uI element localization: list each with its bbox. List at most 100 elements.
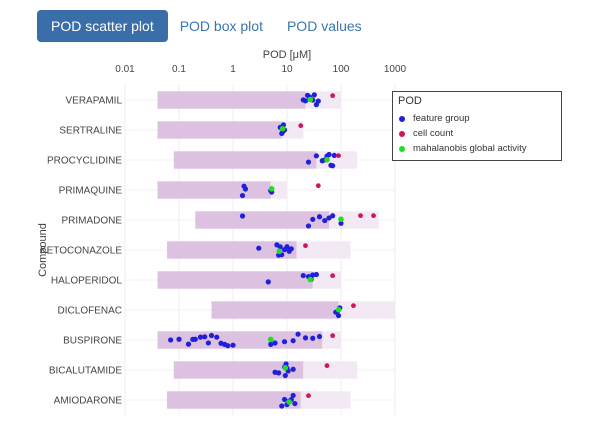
- tab-pod-box-plot[interactable]: POD box plot: [179, 18, 263, 34]
- range-band: [157, 271, 313, 289]
- mahalanobis-point: [335, 306, 342, 313]
- feature-group-point: [242, 186, 249, 192]
- range-band: [211, 301, 339, 319]
- feature-group-point: [192, 336, 198, 342]
- feature-group-point: [205, 340, 211, 346]
- feature-group-point: [214, 334, 220, 340]
- feature-group-point: [290, 392, 296, 399]
- mahalanobis-point: [338, 216, 344, 223]
- feature-group-point: [313, 271, 319, 278]
- feature-group-point: [272, 340, 278, 346]
- cell-count-point: [315, 183, 321, 189]
- compound-label: PRIMADONE: [61, 216, 122, 227]
- feature-group-point: [305, 223, 312, 229]
- cell-count-point: [371, 213, 376, 219]
- feature-group-point: [300, 272, 306, 279]
- range-band-light: [322, 331, 341, 349]
- feature-group-point: [168, 337, 174, 343]
- mahalanobis-point: [324, 156, 330, 163]
- feature-group-point: [279, 403, 285, 409]
- feature-group-point: [330, 163, 336, 169]
- legend-item-feature-group[interactable]: feature group: [399, 113, 470, 124]
- mahalanobis-point: [307, 96, 314, 103]
- legend-item-mahalanobis-global-activity[interactable]: mahalanobis global activity: [399, 143, 527, 154]
- mahalanobis-point: [276, 248, 283, 255]
- legend-title: POD: [398, 95, 422, 107]
- feature-group-point: [313, 153, 319, 159]
- range-band: [157, 121, 282, 139]
- range-band: [167, 391, 301, 409]
- legend-label: feature group: [413, 113, 470, 124]
- range-band-light: [329, 211, 379, 229]
- cell-count-point: [358, 213, 363, 219]
- feature-group-point: [322, 217, 328, 224]
- range-band-light: [303, 361, 358, 379]
- compound-label: BICALUTAMIDE: [49, 366, 122, 377]
- legend-label: mahalanobis global activity: [413, 143, 527, 154]
- compound-label: VERAPAMIL: [66, 96, 123, 107]
- feature-group-point: [185, 341, 192, 347]
- cell-count-point: [336, 153, 341, 159]
- range-band-light: [270, 181, 287, 199]
- feature-group-point: [265, 279, 271, 285]
- feature-group-point: [288, 246, 294, 252]
- feature-group-point: [202, 334, 208, 340]
- feature-group-point: [290, 366, 296, 372]
- mahalanobis-point: [267, 336, 274, 343]
- feature-group-point: [311, 92, 317, 98]
- legend: POD feature group cell count mahalanobis…: [392, 91, 562, 161]
- feature-group-point: [302, 98, 309, 104]
- feature-group-point: [316, 333, 323, 340]
- feature-group-point: [305, 159, 312, 165]
- feature-group-point: [284, 244, 290, 250]
- range-band: [173, 361, 304, 379]
- cell-count-point: [306, 393, 311, 399]
- compound-label: PROCYCLIDINE: [47, 156, 122, 167]
- range-band: [173, 151, 317, 169]
- feature-group-point: [268, 341, 274, 347]
- feature-group-point: [176, 336, 182, 342]
- x-tick-label: 10: [281, 64, 293, 75]
- feature-group-point: [230, 342, 236, 348]
- feature-group-point: [331, 152, 337, 158]
- legend-marker: [399, 115, 405, 122]
- feature-group-point: [310, 216, 316, 222]
- feature-group-point: [281, 396, 288, 403]
- cell-count-point: [330, 93, 336, 99]
- feature-group-point: [330, 213, 336, 219]
- compound-label: HALOPERIDOL: [51, 276, 123, 287]
- feature-group-point: [277, 244, 283, 250]
- compound-label: PRIMAQUINE: [59, 186, 123, 197]
- feature-group-point: [239, 192, 246, 199]
- x-tick-label: 100: [333, 64, 350, 75]
- x-tick-label: 1: [230, 64, 236, 75]
- feature-group-point: [225, 343, 231, 349]
- tab-pod-values[interactable]: POD values: [286, 18, 362, 34]
- feature-group-point: [239, 213, 246, 219]
- mahalanobis-point: [307, 276, 314, 283]
- range-band: [157, 91, 306, 109]
- feature-group-point: [276, 370, 282, 376]
- feature-group-point: [197, 334, 204, 340]
- feature-group-point: [335, 312, 342, 319]
- compound-label: SERTRALINE: [59, 126, 122, 137]
- feature-group-point: [338, 220, 344, 226]
- y-axis-title: Compound: [37, 223, 49, 277]
- compound-label: DICLOFENAC: [58, 306, 122, 317]
- feature-group-point: [281, 339, 288, 345]
- feature-group-point: [290, 338, 296, 344]
- compound-label: BUSPIRONE: [63, 336, 122, 347]
- tab-pod-scatter-plot[interactable]: POD scatter plot: [37, 10, 168, 42]
- mahalanobis-point: [268, 186, 275, 192]
- legend-item-cell-count[interactable]: cell count: [399, 128, 453, 139]
- feature-group-point: [310, 335, 316, 341]
- feature-group-point: [295, 331, 301, 337]
- range-band: [157, 181, 271, 199]
- cell-count-point: [303, 243, 308, 249]
- compound-label: KETOCONAZOLE: [40, 246, 122, 257]
- x-tick-label: 0.1: [172, 64, 186, 75]
- x-tick-label: 0.01: [115, 64, 135, 75]
- x-axis-title: POD [μM]: [263, 49, 312, 61]
- compound-label: AMIODARONE: [54, 396, 123, 407]
